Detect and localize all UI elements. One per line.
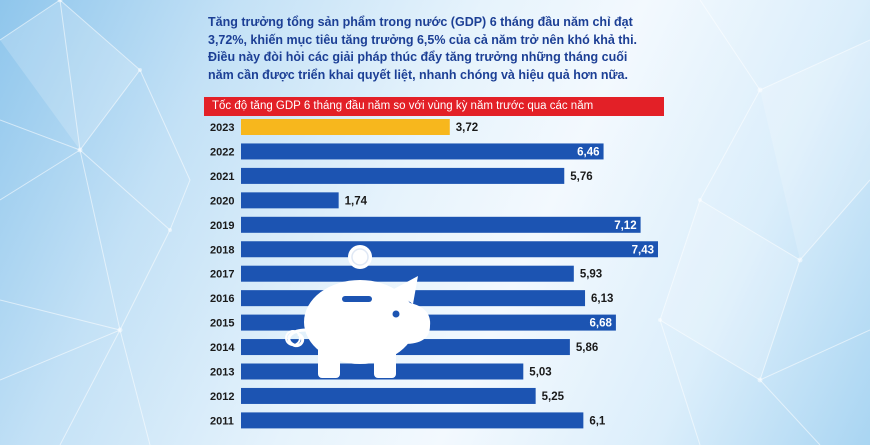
year-label: 2023 bbox=[210, 122, 234, 134]
year-label: 2019 bbox=[210, 220, 234, 232]
bar-2012 bbox=[241, 387, 536, 404]
value-label: 5,93 bbox=[580, 269, 602, 281]
bar-2011 bbox=[241, 412, 584, 429]
value-label: 1,74 bbox=[345, 195, 368, 207]
value-label: 6,1 bbox=[589, 415, 606, 427]
bar-2023 bbox=[241, 119, 450, 135]
year-label: 2013 bbox=[210, 367, 234, 379]
year-label: 2017 bbox=[210, 269, 234, 281]
value-label: 6,46 bbox=[577, 146, 599, 158]
year-label: 2022 bbox=[210, 146, 234, 158]
year-label: 2012 bbox=[210, 391, 234, 403]
bar-2020 bbox=[241, 192, 339, 209]
intro-line: Điều này đòi hỏi các giải pháp thúc đẩy … bbox=[208, 50, 628, 64]
year-label: 2016 bbox=[210, 293, 234, 305]
value-label: 7,12 bbox=[614, 220, 636, 232]
piggy-bank-icon bbox=[285, 276, 431, 378]
year-label: 2020 bbox=[210, 195, 234, 207]
bar-2021 bbox=[241, 167, 565, 184]
coin-icon bbox=[348, 245, 372, 269]
year-label: 2015 bbox=[210, 318, 234, 330]
value-label: 6,68 bbox=[590, 318, 613, 330]
value-label: 5,86 bbox=[576, 342, 598, 354]
chart-title: Tốc độ tăng GDP 6 tháng đầu năm so với v… bbox=[204, 97, 664, 116]
year-label: 2011 bbox=[210, 415, 234, 427]
value-label: 5,25 bbox=[542, 391, 565, 403]
bar-2022 bbox=[241, 143, 604, 160]
value-label: 6,13 bbox=[591, 293, 613, 305]
bar-2019 bbox=[241, 216, 641, 233]
value-label: 3,72 bbox=[456, 122, 478, 134]
bar-2017 bbox=[241, 265, 574, 282]
intro-line: Tăng trưởng tổng sản phẩm trong nước (GD… bbox=[208, 15, 633, 29]
year-label: 2021 bbox=[210, 171, 234, 183]
year-label: 2014 bbox=[210, 342, 235, 354]
intro-line: 3,72%, khiến mục tiêu tăng trưởng 6,5% c… bbox=[208, 32, 638, 47]
value-label: 5,76 bbox=[570, 171, 592, 183]
bar-2018 bbox=[241, 241, 658, 258]
intro-line: năm cần được triển khai quyết liệt, nhan… bbox=[208, 67, 628, 82]
value-label: 5,03 bbox=[529, 367, 551, 379]
value-label: 7,43 bbox=[632, 244, 654, 256]
year-label: 2018 bbox=[210, 244, 234, 256]
intro-text: Tăng trưởng tổng sản phẩm trong nước (GD… bbox=[208, 14, 688, 84]
